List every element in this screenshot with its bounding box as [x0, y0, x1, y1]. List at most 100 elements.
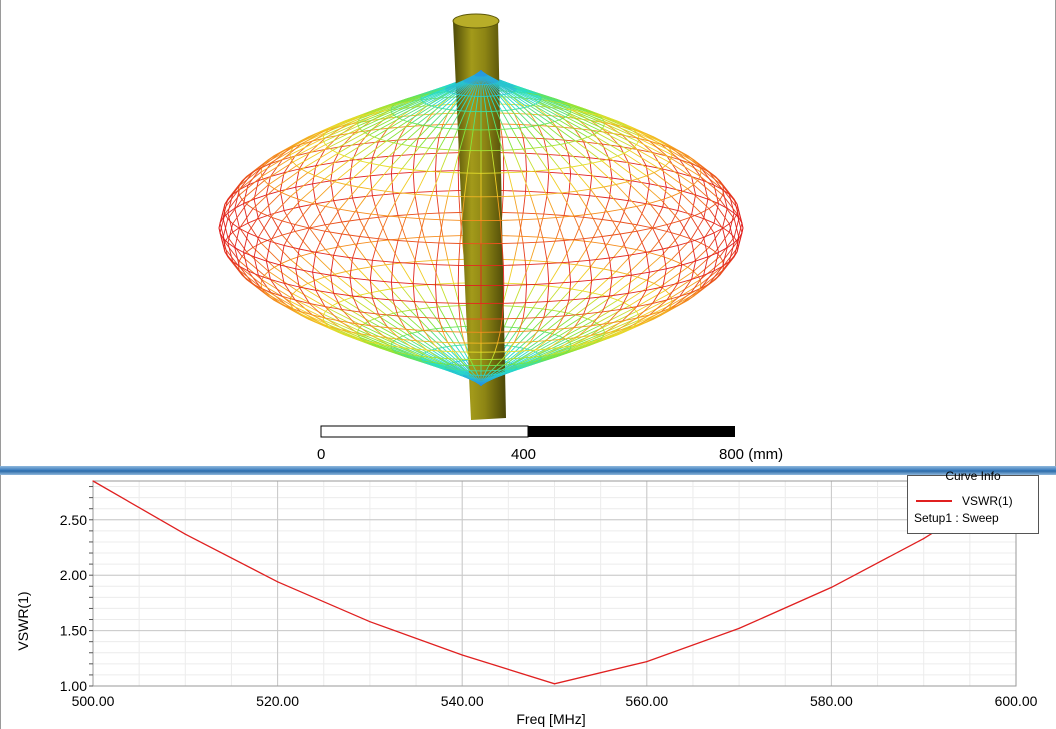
- pane-splitter[interactable]: [0, 466, 1056, 475]
- pattern-parallel-segment: [502, 317, 524, 320]
- pattern-parallel-segment: [637, 130, 647, 135]
- pattern-meridian-segment: [514, 352, 538, 366]
- pattern-parallel-segment: [315, 276, 325, 281]
- pattern-parallel-segment: [370, 279, 392, 283]
- pattern-parallel-segment: [649, 252, 662, 257]
- pattern-meridian-segment: [722, 194, 738, 215]
- curve-info-legend[interactable]: Curve Info VSWR(1) Setup1 : Sweep: [907, 469, 1039, 534]
- pattern-parallel-segment: [299, 248, 316, 253]
- pattern-parallel-segment: [405, 236, 425, 239]
- pattern-meridian-segment: [518, 219, 524, 243]
- pattern-parallel-segment: [575, 105, 583, 109]
- pattern-parallel-segment: [715, 274, 721, 280]
- pattern-meridian-segment: [542, 146, 561, 169]
- pattern-meridian-segment: [521, 171, 531, 196]
- pattern-parallel-segment: [726, 207, 735, 214]
- pattern-meridian-segment: [334, 160, 361, 183]
- pattern-parallel-segment: [334, 327, 347, 332]
- pattern-parallel-segment: [223, 246, 226, 252]
- pattern-parallel-segment: [232, 261, 240, 267]
- pattern-parallel-segment: [661, 307, 672, 313]
- pattern-meridian-segment: [501, 110, 513, 129]
- pattern-parallel-segment: [453, 93, 456, 95]
- pattern-parallel-segment: [435, 284, 459, 286]
- pattern-parallel-segment: [558, 353, 563, 357]
- pattern-meridian-segment: [401, 311, 424, 332]
- series-point: [92, 480, 94, 482]
- pattern-meridian-segment: [447, 259, 455, 284]
- pattern-parallel-segment: [679, 216, 692, 222]
- pattern-parallel-segment: [426, 170, 441, 173]
- pattern-meridian-segment: [649, 299, 668, 316]
- pattern-parallel-segment: [238, 256, 243, 262]
- pattern-meridian-segment: [218, 208, 225, 229]
- pattern-parallel-segment: [510, 362, 513, 364]
- pattern-meridian-segment: [477, 378, 481, 383]
- pattern-parallel-segment: [556, 327, 575, 330]
- pattern-parallel-segment: [666, 295, 680, 301]
- pattern-parallel-segment: [671, 303, 681, 309]
- pattern-parallel-segment: [646, 203, 663, 208]
- pattern-parallel-segment: [671, 147, 681, 153]
- pattern-meridian-segment: [522, 284, 536, 308]
- pattern-meridian-segment: [506, 110, 520, 129]
- pattern-meridian-segment: [334, 115, 361, 129]
- pattern-meridian-segment: [315, 279, 345, 301]
- pattern-meridian-segment: [435, 137, 440, 154]
- pattern-parallel-segment: [637, 175, 647, 180]
- pattern-meridian-segment: [459, 305, 466, 327]
- pattern-parallel-segment: [453, 82, 456, 84]
- pattern-parallel-segment: [728, 194, 735, 200]
- pattern-meridian-segment: [666, 283, 679, 301]
- pattern-parallel-segment: [239, 228, 249, 234]
- pattern-parallel-segment: [680, 151, 688, 156]
- pattern-parallel-segment: [661, 143, 672, 149]
- pattern-meridian-segment: [415, 261, 428, 285]
- pattern-meridian-segment: [290, 175, 316, 197]
- pattern-meridian-segment: [501, 368, 516, 375]
- pattern-parallel-segment: [636, 320, 639, 324]
- pattern-meridian-segment: [708, 227, 723, 248]
- pattern-parallel-segment: [519, 366, 524, 369]
- pattern-meridian-segment: [475, 96, 479, 112]
- pattern-parallel-segment: [533, 355, 543, 358]
- pattern-meridian-segment: [570, 111, 605, 127]
- pattern-parallel-segment: [662, 282, 679, 288]
- pattern-parallel-segment: [568, 259, 590, 263]
- pattern-parallel-segment: [402, 355, 408, 358]
- pattern-meridian-segment: [615, 184, 637, 207]
- pattern-parallel-segment: [603, 330, 617, 334]
- radiation-pattern-viewport[interactable]: 0 400 800 (mm): [0, 0, 1056, 468]
- pattern-parallel-segment: [609, 254, 629, 259]
- pattern-parallel-segment: [426, 91, 429, 94]
- pattern-meridian-segment: [633, 147, 666, 167]
- pattern-parallel-segment: [450, 368, 456, 371]
- pattern-meridian-segment: [358, 111, 380, 124]
- pattern-parallel-segment: [332, 302, 339, 306]
- pattern-parallel-segment: [379, 288, 391, 292]
- pattern-meridian-segment: [325, 184, 347, 207]
- pattern-meridian-segment: [534, 261, 547, 285]
- pattern-parallel-segment: [424, 92, 427, 95]
- pattern-parallel-segment: [569, 111, 572, 114]
- pattern-parallel-segment: [607, 320, 623, 324]
- pattern-meridian-segment: [397, 315, 407, 330]
- pattern-parallel-segment: [447, 90, 449, 93]
- pattern-parallel-segment: [551, 143, 561, 147]
- pattern-parallel-segment: [589, 195, 610, 199]
- pattern-meridian-segment: [461, 196, 465, 221]
- pattern-parallel-segment: [722, 265, 725, 271]
- pattern-meridian-segment: [615, 317, 637, 332]
- vswr-plot-panel[interactable]: 500.00 520.00 540.00 560.00 580.00 600.00 1.00…: [0, 469, 1056, 729]
- pattern-parallel-segment: [289, 297, 292, 302]
- pattern-meridian-segment: [494, 342, 499, 353]
- pattern-parallel-segment: [369, 111, 380, 115]
- pattern-parallel-segment: [583, 236, 603, 240]
- pattern-meridian-segment: [333, 293, 343, 310]
- pattern-parallel-segment: [703, 180, 715, 186]
- pattern-parallel-segment: [379, 105, 387, 109]
- pattern-parallel-segment: [627, 273, 638, 278]
- pattern-meridian-segment: [486, 84, 494, 97]
- pattern-parallel-segment: [364, 132, 370, 136]
- pattern-meridian-segment: [264, 161, 294, 181]
